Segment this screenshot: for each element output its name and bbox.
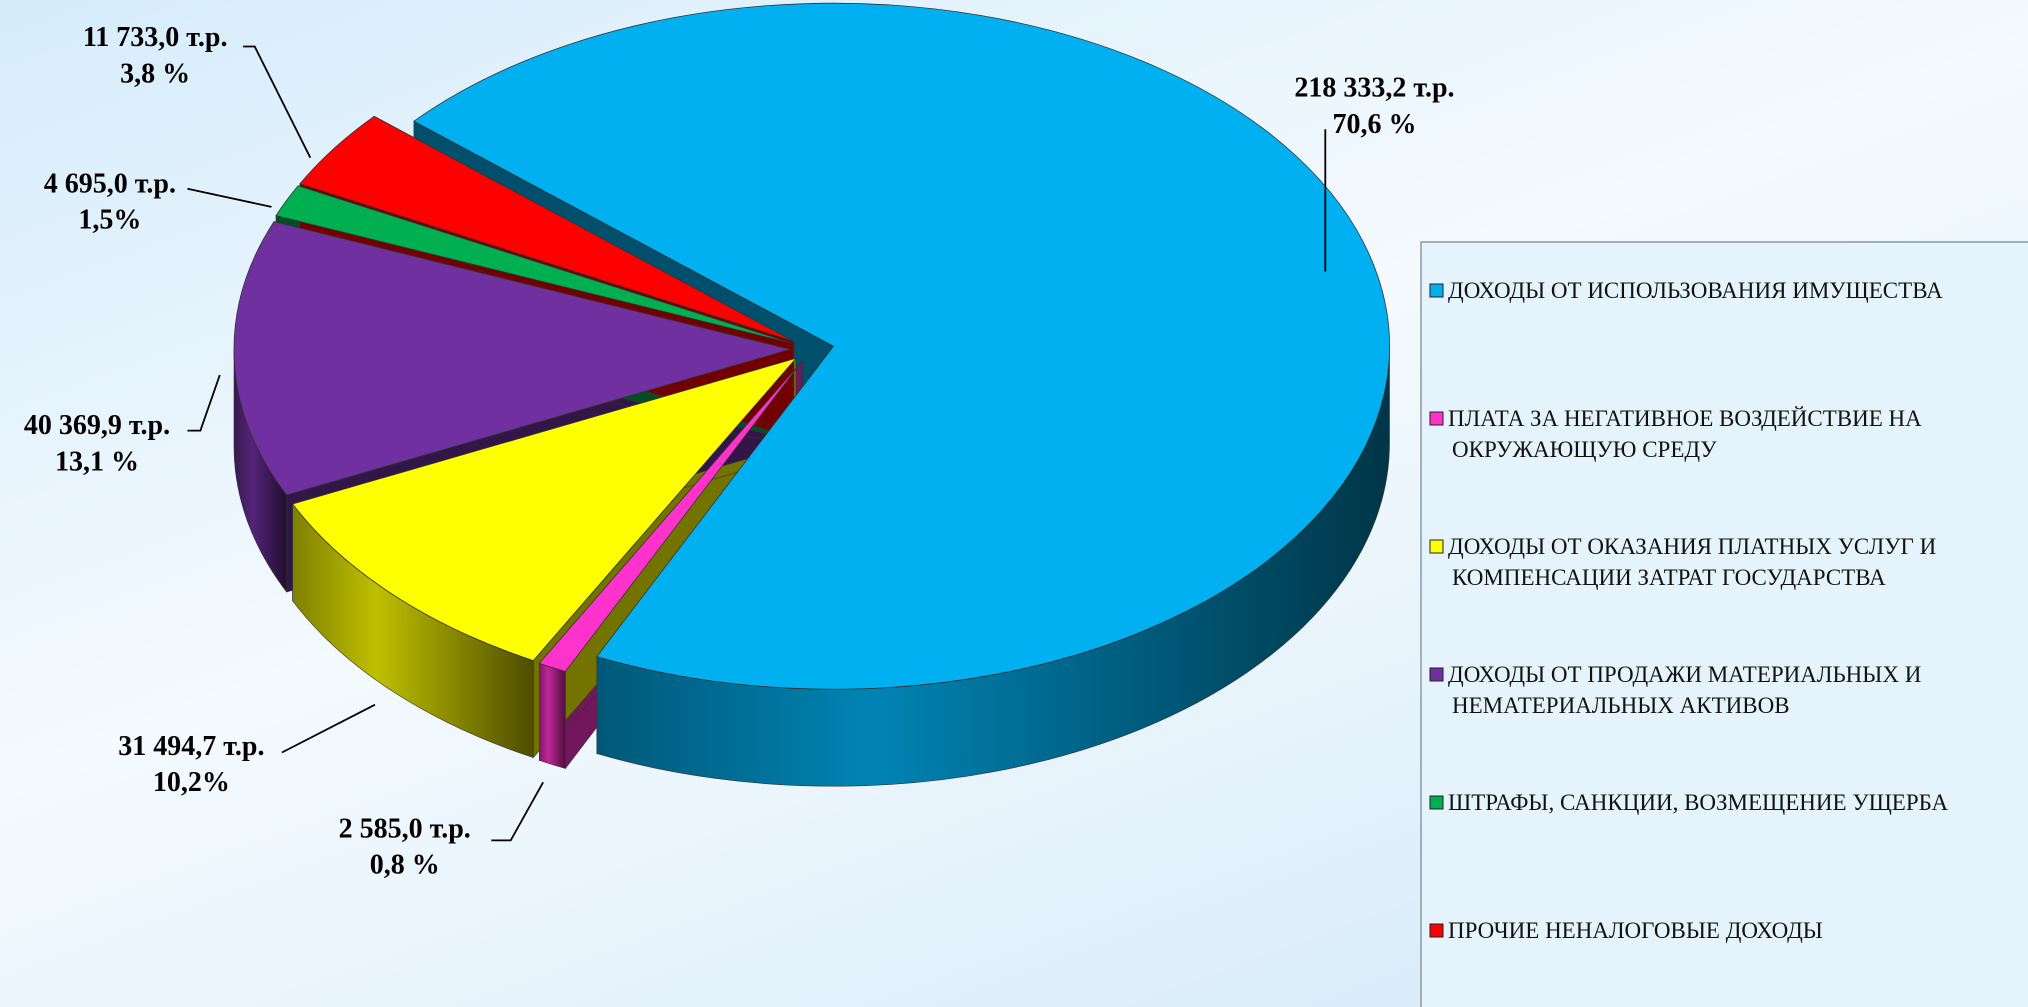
percent-label: 10,2% — [153, 767, 230, 798]
legend-label: ПЛАТА ЗА НЕГАТИВНОЕ ВОЗДЕЙСТВИЕ НА ОКРУЖ… — [1448, 406, 1928, 462]
slice-wall — [539, 662, 566, 769]
data-label: 4 695,0 т.р. — [44, 168, 176, 199]
legend-label: ДОХОДЫ ОТ ПРОДАЖИ МАТЕРИАЛЬНЫХ И НЕМАТЕР… — [1448, 662, 1927, 718]
percent-label: 0,8 % — [370, 850, 440, 881]
legend-swatch — [1429, 667, 1444, 682]
data-label: 11 733,0 т.р. — [83, 22, 228, 53]
percent-label: 13,1 % — [55, 446, 139, 477]
legend-label: ШТРАФЫ, САНКЦИИ, ВОЗМЕЩЕНИЕ УЩЕРБА — [1448, 790, 1949, 815]
leader-line — [491, 781, 544, 842]
data-label: 2 585,0 т.р. — [339, 814, 471, 845]
slice — [275, 185, 793, 344]
data-label: 40 369,9 т.р. — [24, 410, 170, 441]
slice — [233, 221, 792, 496]
data-label: 31 494,7 т.р. — [118, 731, 264, 762]
legend-label: ПРОЧИЕ НЕНАЛОГОВЫЕ ДОХОДЫ — [1448, 918, 1823, 943]
slice — [538, 360, 803, 672]
legend-box — [1420, 241, 2028, 1007]
legend-label: ДОХОДЫ ОТ ИСПОЛЬЗОВАНИЯ ИМУЩЕСТВА — [1448, 278, 1943, 303]
leader-line — [281, 703, 376, 754]
legend-swatch — [1429, 923, 1444, 938]
percent-label: 3,8 % — [120, 58, 190, 89]
percent-label: 1,5% — [78, 205, 141, 236]
data-label: 218 333,2 т.р. — [1294, 73, 1454, 104]
slice — [299, 115, 794, 342]
legend-swatch — [1429, 283, 1444, 298]
legend-swatch — [1429, 539, 1444, 554]
leader-line — [187, 374, 221, 432]
legend-swatch — [1429, 795, 1444, 810]
slice — [291, 357, 798, 662]
leader-line — [243, 45, 312, 159]
leader-line — [187, 187, 272, 208]
slice — [413, 2, 1390, 690]
percent-label: 70,6 % — [1332, 109, 1416, 140]
legend-swatch — [1429, 411, 1444, 426]
legend-label: ДОХОДЫ ОТ ОКАЗАНИЯ ПЛАТНЫХ УСЛУГ И КОМПЕ… — [1448, 534, 1942, 590]
